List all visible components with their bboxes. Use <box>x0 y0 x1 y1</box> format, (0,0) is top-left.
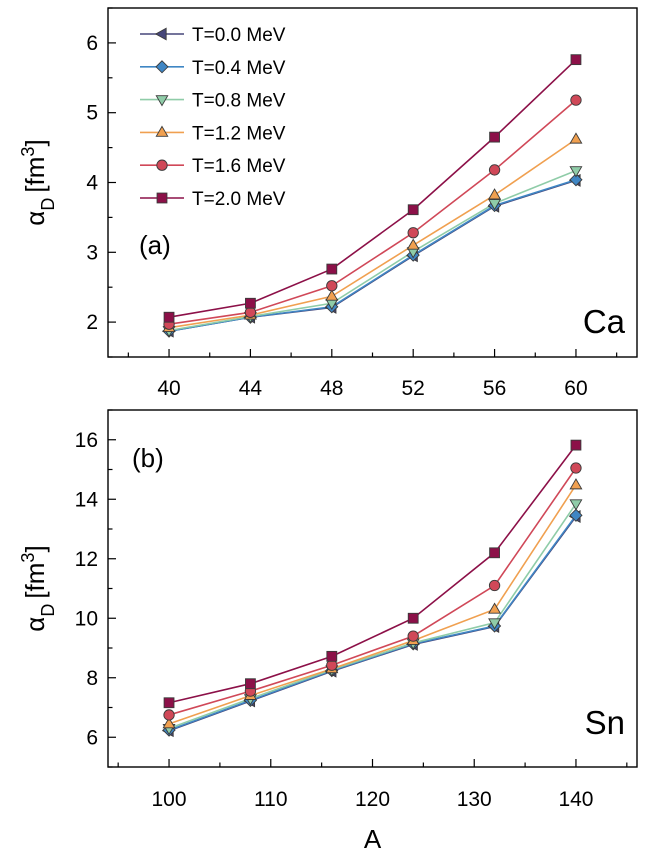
ca-data-point-t-2-0-mev <box>245 297 256 309</box>
sn-data-point-t-1-6-mev <box>570 462 582 474</box>
ca-x-tick-label: 60 <box>564 377 587 400</box>
ca-y-axis-title: αD[fm3] <box>18 139 58 225</box>
legend-marker-t-2-0-mev <box>156 192 168 204</box>
sn-data-point-t-2-0-mev <box>407 612 419 624</box>
sn-data-point-t-2-0-mev <box>489 547 500 559</box>
ca-x-tick-label: 44 <box>239 377 263 400</box>
ca-y-tick-label: 4 <box>86 172 98 195</box>
ca-legend: T=0.0 MeV T=0.4 MeV T=0.8 MeV T=1.2 MeV T=1.… <box>140 25 286 210</box>
sn-nucleus-label: Sn <box>585 704 625 741</box>
ca-y-tick-label: 6 <box>86 32 98 55</box>
sn-data-point-t-2-0-mev <box>570 439 582 451</box>
sn-y-tick-label: 16 <box>75 429 98 452</box>
sn-data-point-t-0-8-mev <box>569 499 583 511</box>
sn-data-point-t-1-2-mev <box>488 602 502 614</box>
sn-y-tick-label: 14 <box>75 488 99 511</box>
sn-data-point-t-1-2-mev <box>162 716 176 729</box>
ca-data-point-t-1-2-mev <box>488 188 502 200</box>
sn-x-tick-label: 140 <box>558 788 593 811</box>
sn-data-point-t-1-6-mev <box>488 579 501 592</box>
sn-data-point-t-1-2-mev <box>569 478 583 490</box>
sn-panel-label: (b) <box>132 443 164 473</box>
ca-data-point-t-1-6-mev <box>407 227 419 239</box>
legend-label-t-1-6-mev: T=1.6 MeV <box>192 156 286 177</box>
legend-marker-t-1-6-mev <box>156 159 168 171</box>
sn-data-point-t-2-0-mev <box>326 650 338 662</box>
ca-y-tick-label: 5 <box>86 102 98 125</box>
legend-label-t-0-4-mev: T=0.4 MeV <box>192 58 286 79</box>
ca-data-point-t-2-0-mev <box>163 311 175 323</box>
ca-series-line-t-0-8-mev <box>168 169 577 332</box>
ca-data-point-t-1-2-mev <box>406 238 420 250</box>
ca-data-point-t-1-2-mev <box>325 289 339 301</box>
legend-label-t-0-8-mev: T=0.8 MeV <box>192 91 286 112</box>
legend-label-t-2-0-mev: T=2.0 MeV <box>192 189 286 210</box>
ca-y-tick-label: 3 <box>86 241 98 264</box>
sn-x-tick-label: 130 <box>457 788 492 811</box>
panel-b-tin: 100 110 120 130 140 6 8 10 12 14 16 αD[fm3] A Sn (b) <box>18 409 638 854</box>
ca-data-point-t-2-0-mev <box>489 131 500 143</box>
sn-series-line-t-2-0-mev <box>168 444 577 704</box>
sn-y-tick-label: 8 <box>86 667 98 690</box>
sn-y-tick-label: 6 <box>86 726 98 749</box>
sn-series-line-t-1-6-mev <box>168 467 577 716</box>
legend-marker-t-0-0-mev <box>154 27 167 41</box>
legend-marker-t-0-4-mev <box>155 60 169 74</box>
ca-data-point-t-2-0-mev <box>326 263 338 275</box>
ca-nucleus-label: Ca <box>583 303 626 340</box>
ca-data-point-t-2-0-mev <box>570 54 582 66</box>
sn-data-point-t-0-4-mev <box>569 508 583 522</box>
sn-data-point-t-2-0-mev <box>163 697 175 709</box>
ca-y-tick-label: 2 <box>86 311 98 334</box>
ca-data-point-t-0-4-mev <box>569 173 583 187</box>
sn-series-line-t-0-8-mev <box>168 503 577 730</box>
sn-y-tick-label: 10 <box>75 607 98 630</box>
sn-y-tick-label: 12 <box>75 548 98 571</box>
sn-y-axis-title: αD[fm3] <box>18 545 58 631</box>
legend-label-t-1-2-mev: T=1.2 MeV <box>192 123 286 144</box>
ca-data-point-t-0-8-mev <box>488 199 502 211</box>
ca-data-point-t-1-6-mev <box>244 306 257 318</box>
sn-series-line-t-1-2-mev <box>168 484 577 725</box>
ca-data-point-t-1-6-mev <box>488 164 501 176</box>
sn-x-axis-title: A <box>364 824 382 854</box>
ca-x-tick-label: 48 <box>320 377 343 400</box>
ca-series-line-t-1-6-mev <box>168 99 577 325</box>
legend-label-t-0-0-mev: T=0.0 MeV <box>192 25 286 46</box>
sn-data-point-t-1-6-mev <box>163 709 175 721</box>
sn-x-tick-label: 100 <box>152 788 187 811</box>
ca-data-point-t-1-6-mev <box>326 280 338 292</box>
ca-x-tick-label: 52 <box>402 377 425 400</box>
sn-x-tick-label: 110 <box>254 788 287 811</box>
sn-x-tick-label: 120 <box>355 788 390 811</box>
sn-data-point-t-1-6-mev <box>407 630 419 642</box>
legend-marker-t-0-8-mev <box>155 95 169 107</box>
ca-x-tick-label: 56 <box>483 377 506 400</box>
ca-data-point-t-0-8-mev <box>569 166 583 178</box>
sn-data-point-t-2-0-mev <box>245 678 256 690</box>
ca-series-line-t-2-0-mev <box>168 59 577 319</box>
sn-series-line-t-0-4-mev <box>168 514 577 731</box>
ca-data-point-t-2-0-mev <box>407 204 419 216</box>
legend-marker-t-1-2-mev <box>155 125 169 137</box>
ca-panel-label: (a) <box>139 230 171 260</box>
ca-x-tick-label: 40 <box>157 377 180 400</box>
sn-data-point-t-0-8-mev <box>488 618 502 630</box>
ca-data-point-t-1-2-mev <box>569 132 583 144</box>
ca-series-line-t-1-2-mev <box>168 138 577 329</box>
ca-data-point-t-1-6-mev <box>570 94 582 106</box>
